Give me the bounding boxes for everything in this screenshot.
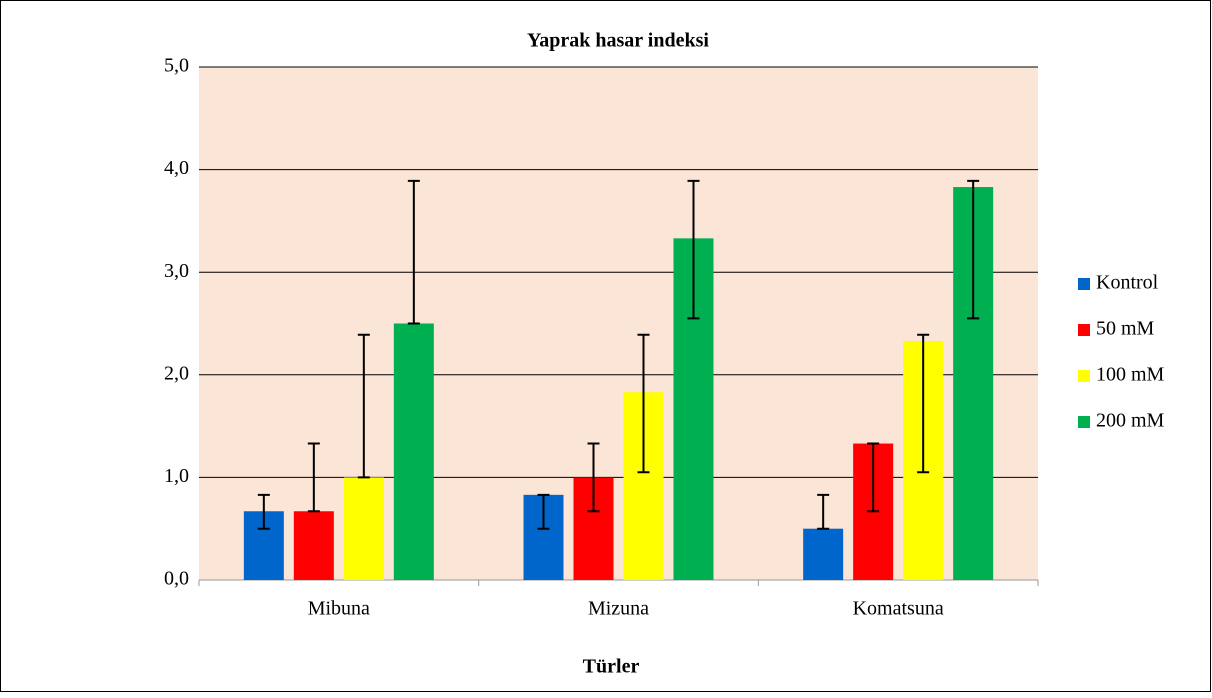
y-tick-label: 3,0 [164,260,189,282]
error-bar [587,442,600,513]
y-tick-label: 4,0 [164,157,189,179]
error-bar [917,333,930,474]
error-bar [357,333,370,479]
bar [343,477,384,580]
error-bar [637,333,650,474]
y-tick-label: 1,0 [164,465,189,487]
y-tick-label: 0,0 [164,568,189,590]
error-bar [407,179,420,325]
legend-swatch [1078,278,1090,290]
legend-swatch [1078,370,1090,382]
x-tick-label: Mibuna [308,598,370,620]
legend-swatch [1078,416,1090,428]
x-tick-label: Komatsuna [853,598,944,620]
legend-label: 100 mM [1096,364,1165,386]
error-bar [967,179,980,320]
legend-label: Kontrol [1096,272,1159,294]
chart-title: Yaprak hasar indeksi [527,30,709,52]
error-bar [817,493,830,530]
x-tick-label: Mizuna [588,598,649,620]
error-bar [257,493,270,530]
bar [293,511,334,580]
plot-area [199,67,1038,580]
error-bar [867,442,880,513]
y-tick-label: 5,0 [164,55,189,77]
legend-label: 200 mM [1096,410,1165,432]
legend-label: 50 mM [1096,318,1155,340]
x-axis-title: Türler [583,656,640,678]
bar [803,528,844,580]
y-tick-label: 2,0 [164,362,189,384]
error-bar [537,493,550,530]
error-bar [687,179,700,320]
error-bar [307,442,320,513]
legend-swatch [1078,324,1090,336]
bar [393,323,434,580]
